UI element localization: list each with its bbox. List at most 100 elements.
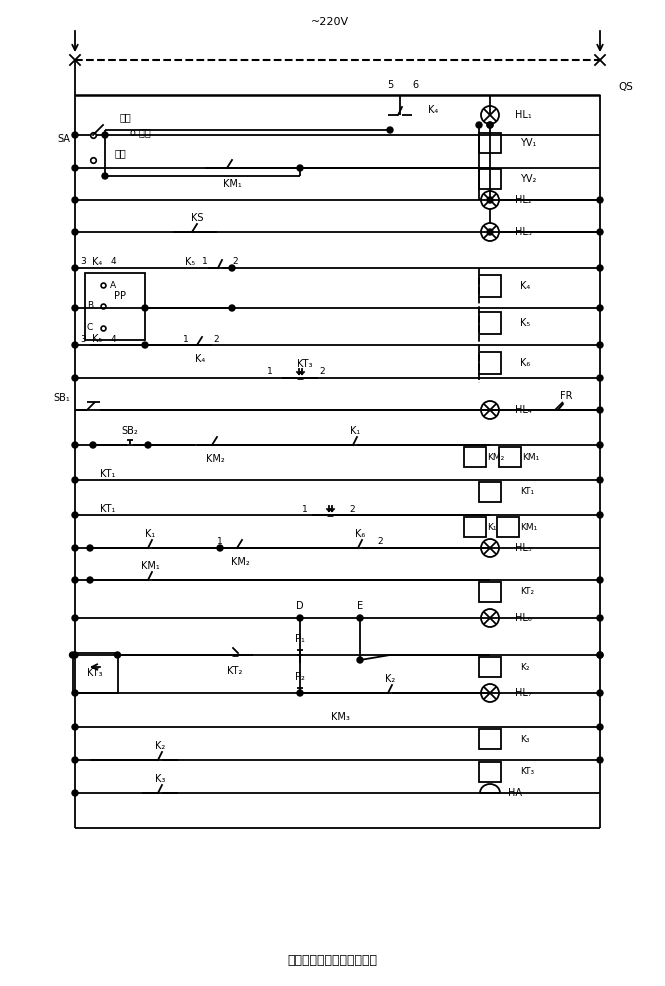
Text: QS: QS bbox=[618, 82, 633, 92]
Text: K₂: K₂ bbox=[155, 741, 165, 751]
Circle shape bbox=[487, 229, 493, 235]
Bar bbox=[499, 447, 521, 467]
Circle shape bbox=[87, 577, 93, 583]
Circle shape bbox=[70, 652, 76, 658]
Circle shape bbox=[114, 652, 120, 658]
Text: 4: 4 bbox=[110, 257, 116, 266]
Text: D: D bbox=[296, 601, 304, 611]
Circle shape bbox=[597, 305, 603, 311]
Text: 1: 1 bbox=[267, 368, 273, 377]
Text: 4: 4 bbox=[110, 334, 116, 343]
Text: 2: 2 bbox=[319, 368, 325, 377]
Bar bbox=[479, 729, 501, 749]
Text: HL₆: HL₆ bbox=[515, 613, 532, 623]
Text: K₄: K₄ bbox=[428, 105, 438, 115]
Circle shape bbox=[597, 265, 603, 271]
Bar bbox=[72, 653, 118, 693]
Circle shape bbox=[597, 197, 603, 203]
Text: K₅: K₅ bbox=[92, 334, 102, 344]
Circle shape bbox=[142, 305, 148, 311]
Circle shape bbox=[72, 342, 78, 348]
Text: KM₁: KM₁ bbox=[223, 179, 241, 189]
Bar bbox=[85, 273, 145, 340]
Text: 3: 3 bbox=[80, 257, 86, 266]
Circle shape bbox=[87, 545, 93, 551]
Circle shape bbox=[597, 342, 603, 348]
Circle shape bbox=[597, 690, 603, 696]
Text: K₅: K₅ bbox=[185, 257, 195, 267]
Circle shape bbox=[72, 757, 78, 763]
Circle shape bbox=[72, 512, 78, 518]
Circle shape bbox=[357, 657, 363, 663]
Circle shape bbox=[597, 757, 603, 763]
Text: K₆: K₆ bbox=[355, 529, 365, 539]
Circle shape bbox=[72, 652, 78, 658]
Bar bbox=[479, 482, 501, 502]
Text: 2: 2 bbox=[232, 257, 238, 266]
Text: SA: SA bbox=[57, 134, 70, 144]
Text: P₂: P₂ bbox=[295, 672, 305, 682]
Text: P₁: P₁ bbox=[295, 634, 305, 644]
Text: KT₁: KT₁ bbox=[100, 469, 115, 479]
Text: K₄: K₄ bbox=[520, 281, 530, 291]
Text: KM₁: KM₁ bbox=[140, 561, 160, 571]
Text: HA: HA bbox=[508, 788, 522, 798]
Circle shape bbox=[72, 790, 78, 796]
Circle shape bbox=[72, 229, 78, 235]
Text: K₁: K₁ bbox=[145, 529, 155, 539]
Circle shape bbox=[487, 197, 493, 203]
Circle shape bbox=[597, 615, 603, 621]
Text: SB₁: SB₁ bbox=[53, 393, 70, 403]
Circle shape bbox=[597, 407, 603, 413]
Text: 5: 5 bbox=[387, 80, 393, 90]
Circle shape bbox=[102, 173, 108, 179]
Text: K₆: K₆ bbox=[520, 358, 530, 368]
Text: YV₂: YV₂ bbox=[520, 174, 537, 184]
Circle shape bbox=[297, 615, 303, 621]
Circle shape bbox=[72, 577, 78, 583]
Circle shape bbox=[297, 690, 303, 696]
Circle shape bbox=[597, 652, 603, 658]
Circle shape bbox=[72, 615, 78, 621]
Text: K₂: K₂ bbox=[385, 674, 395, 684]
Circle shape bbox=[72, 724, 78, 730]
Circle shape bbox=[597, 652, 603, 658]
Bar bbox=[479, 133, 501, 153]
Circle shape bbox=[72, 690, 78, 696]
Circle shape bbox=[597, 442, 603, 448]
Bar bbox=[479, 275, 501, 297]
Text: YV₁: YV₁ bbox=[520, 138, 537, 148]
Bar bbox=[479, 312, 501, 334]
Circle shape bbox=[142, 342, 148, 348]
Text: 2: 2 bbox=[377, 537, 383, 546]
Text: SB₂: SB₂ bbox=[122, 426, 138, 436]
Text: HL₇: HL₇ bbox=[515, 688, 532, 698]
Circle shape bbox=[145, 442, 151, 448]
Text: 减荷: 减荷 bbox=[119, 112, 131, 122]
Bar bbox=[479, 169, 501, 189]
Text: 安压机控制电路的改进电路: 安压机控制电路的改进电路 bbox=[287, 953, 378, 966]
Text: KM₁: KM₁ bbox=[520, 523, 537, 531]
Text: ~220V: ~220V bbox=[311, 17, 349, 27]
Circle shape bbox=[217, 545, 223, 551]
Text: 1: 1 bbox=[183, 334, 189, 343]
Text: A: A bbox=[110, 280, 116, 290]
Text: KT₃: KT₃ bbox=[297, 359, 313, 369]
Circle shape bbox=[90, 442, 96, 448]
Circle shape bbox=[597, 512, 603, 518]
Text: 1: 1 bbox=[302, 505, 308, 514]
Text: K₁: K₁ bbox=[487, 523, 497, 531]
Text: KT₃: KT₃ bbox=[520, 767, 534, 777]
Circle shape bbox=[102, 132, 108, 138]
Text: KS: KS bbox=[191, 213, 203, 223]
Bar bbox=[479, 352, 501, 374]
Text: K₅: K₅ bbox=[520, 318, 530, 328]
Text: K₁: K₁ bbox=[350, 426, 360, 436]
Text: C: C bbox=[86, 323, 93, 332]
Bar bbox=[464, 517, 486, 537]
Text: KT₁: KT₁ bbox=[100, 504, 115, 514]
Circle shape bbox=[597, 229, 603, 235]
Circle shape bbox=[487, 122, 493, 128]
Text: HL₁: HL₁ bbox=[515, 110, 532, 120]
Text: K₄: K₄ bbox=[195, 354, 205, 364]
